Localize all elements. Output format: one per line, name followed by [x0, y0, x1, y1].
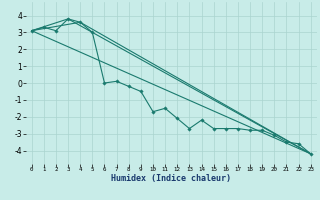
X-axis label: Humidex (Indice chaleur): Humidex (Indice chaleur): [111, 174, 231, 183]
